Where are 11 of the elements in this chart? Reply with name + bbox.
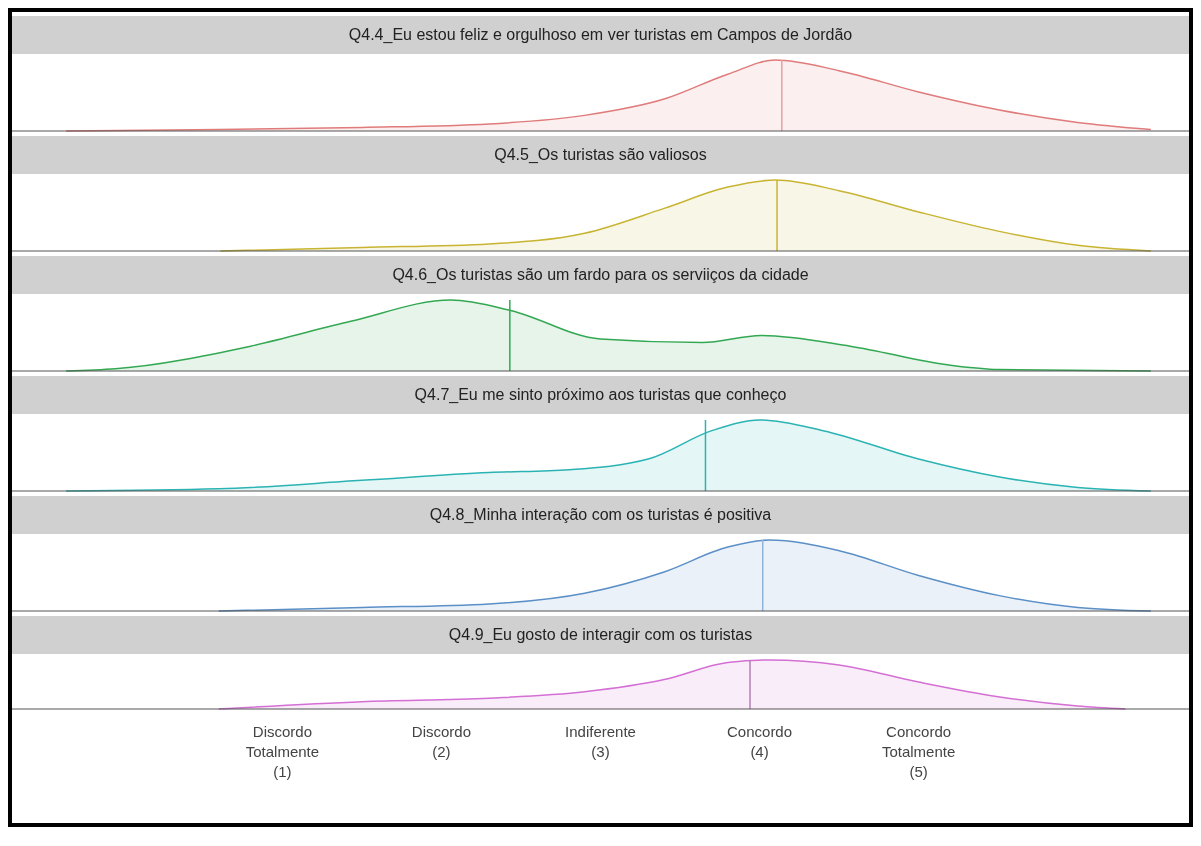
chart-title: Q4.6_Os turistas são um fardo para os serviiços da cidade: [12, 256, 1189, 294]
x-tick-label: Concordo (4): [727, 723, 793, 760]
x-tick-label: Discordo Totalmente (1): [245, 723, 320, 780]
x-tick-label: Concordo Totalmente (5): [881, 723, 956, 780]
x-tick-label: Discordo (2): [411, 723, 472, 760]
chart-title: Q4.9_Eu gosto de interagir com os turistas: [12, 616, 1189, 654]
chart-title: Q4.4_Eu estou feliz e orgulhoso em ver turistas em Campos de Jordão: [12, 16, 1189, 54]
chart-title: Q4.8_Minha interação com os turistas é positiva: [12, 496, 1189, 534]
chart-title: Q4.5_Os turistas são valiosos: [12, 136, 1189, 174]
x-tick-label: Indiferente (3): [565, 723, 636, 760]
chart-title: Q4.7_Eu me sinto próximo aos turistas que conheço: [12, 376, 1189, 414]
